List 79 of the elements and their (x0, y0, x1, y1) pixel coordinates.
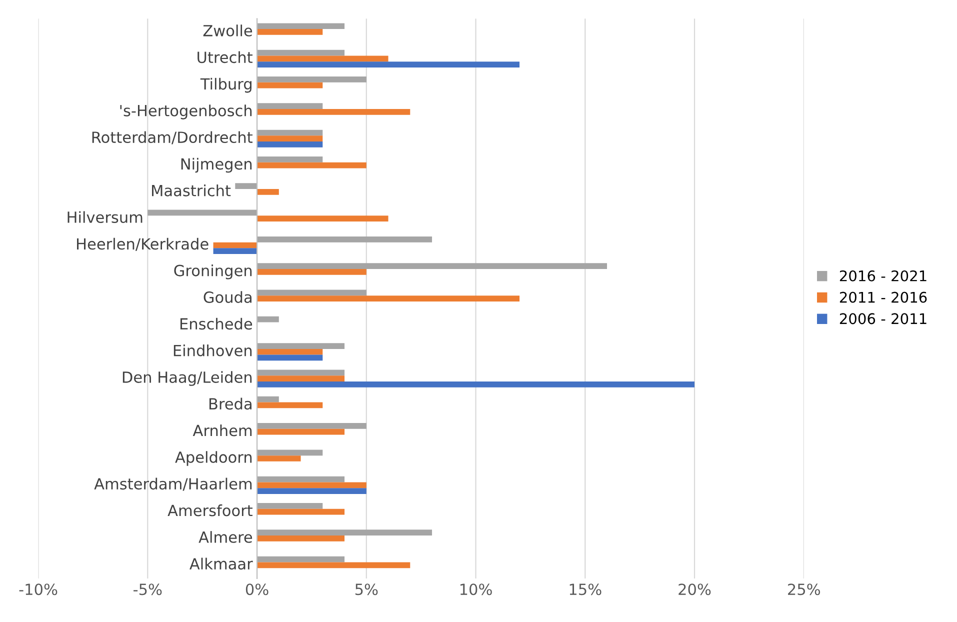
y-tick-label: Utrecht (198, 51, 252, 64)
y-tick-label: Maastricht (152, 184, 231, 196)
legend-label: 2016 - 2021 (840, 270, 926, 282)
bar (257, 536, 345, 542)
bar (257, 236, 432, 242)
bar (257, 476, 345, 482)
bar (257, 263, 608, 269)
y-tick-label: Amersfoort (168, 504, 252, 516)
x-tick-label: 10% (460, 584, 492, 596)
bar (257, 370, 345, 376)
y-tick-label: Rotterdam/Dordrecht (92, 131, 252, 144)
bar (257, 23, 345, 30)
bar (257, 62, 520, 68)
y-tick-label: Almere (198, 531, 252, 543)
bar (257, 189, 279, 195)
bar (257, 109, 410, 115)
bar (213, 242, 258, 248)
bar (257, 130, 323, 136)
bar (257, 562, 410, 568)
y-tick-label: Alkmaar (190, 558, 253, 570)
bar (257, 508, 345, 515)
x-tick-label: 25% (788, 584, 820, 596)
bar (257, 162, 366, 168)
y-tick-label: Zwolle (203, 24, 252, 36)
bar (257, 343, 345, 349)
x-tick-label: 5% (355, 584, 378, 596)
bar (257, 142, 323, 148)
bar (257, 456, 301, 462)
bar (257, 450, 323, 456)
bar (257, 530, 432, 536)
bar (257, 396, 279, 402)
bar (148, 210, 258, 216)
y-tick-label: Gouda (204, 291, 252, 303)
y-tick-label: Den Haag/Leiden (122, 371, 252, 386)
bar (257, 56, 388, 62)
x-tick-label: 15% (570, 584, 602, 596)
bar (257, 82, 323, 88)
bar (257, 156, 323, 162)
bar (213, 248, 258, 254)
bar (257, 354, 323, 361)
bar (257, 268, 366, 275)
bar (257, 428, 345, 435)
y-tick-label: Nijmegen (181, 158, 252, 173)
bar (257, 296, 520, 302)
y-tick-label: Enschede (180, 318, 252, 330)
bar (257, 290, 366, 296)
bar (257, 423, 366, 429)
bar (257, 50, 345, 56)
x-tick-label: -10% (19, 584, 58, 596)
bar (257, 381, 695, 388)
bar (257, 488, 366, 494)
bar (257, 556, 345, 562)
legend-label: 2006 - 2011 (840, 313, 926, 324)
bar (257, 29, 323, 35)
y-tick-label: Amsterdam/Haarlem (94, 478, 252, 491)
y-tick-label: Eindhoven (174, 344, 252, 356)
y-tick-label: Apeldoorn (175, 451, 252, 466)
x-tick-label: 0% (246, 584, 268, 596)
bar (257, 482, 366, 488)
x-tick-label: -5% (134, 584, 162, 596)
y-tick-label: Breda (209, 398, 252, 410)
bar (235, 183, 258, 189)
bar (257, 376, 345, 382)
bar (257, 402, 323, 408)
bar (257, 103, 323, 110)
bar (257, 76, 366, 82)
bar (257, 316, 279, 322)
y-tick-label: Heerlen/Kerkrade (77, 238, 208, 251)
x-tick-label: 20% (678, 584, 711, 596)
bar (257, 216, 388, 222)
y-tick-label: Groningen (174, 264, 252, 280)
y-tick-label: Tilburg (200, 78, 252, 93)
bar (257, 503, 323, 509)
y-tick-label: 's-Hertogenbosch (120, 104, 252, 120)
y-tick-label: Arnhem (192, 424, 252, 436)
bar (257, 348, 323, 355)
bar (257, 136, 323, 142)
y-tick-label: Hilversum (68, 211, 142, 224)
legend-label: 2011 - 2016 (840, 292, 927, 303)
